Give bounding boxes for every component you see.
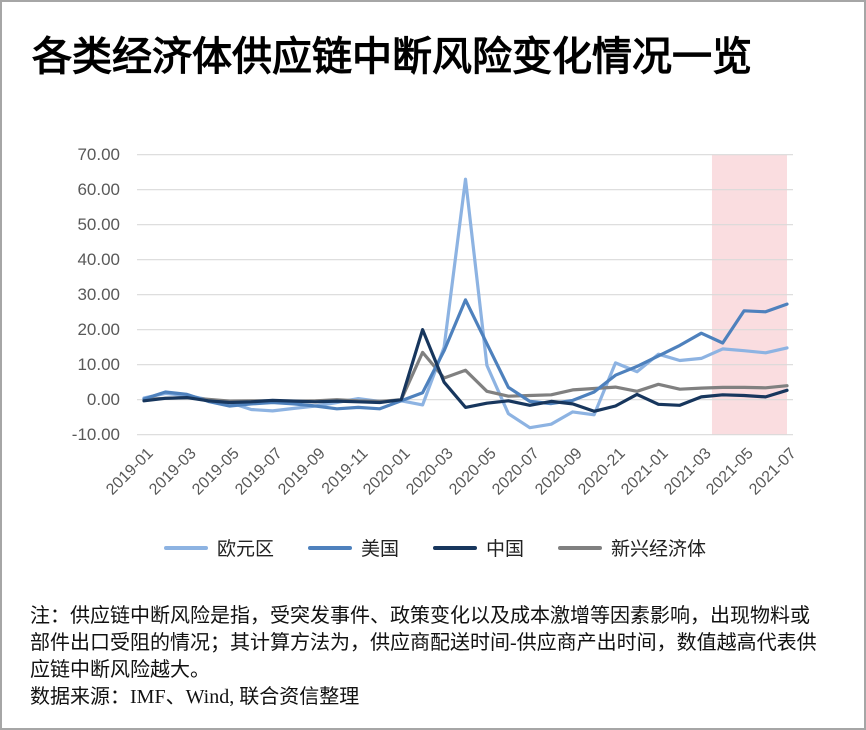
footnote-line: 部件出口受阻的情况；其计算方法为，供应商配送时间-供应商产出时间，数值越高代表供: [30, 632, 817, 654]
x-tick-label: 2020-09: [532, 445, 586, 499]
legend-item-china: 中国: [433, 534, 524, 561]
footnote-line: 应链中断风险越大。: [30, 659, 210, 681]
legend-label: 美国: [360, 539, 399, 560]
china-line-swatch-icon: [433, 545, 477, 550]
x-tick-label: 2020-05: [446, 445, 500, 499]
legend-item-emerging: 新兴经济体: [558, 534, 706, 561]
x-tick-label: 2021-07: [746, 445, 801, 499]
x-tick-label: 2019-01: [103, 445, 158, 499]
x-tick-label: 2020-07: [489, 445, 543, 499]
y-tick-label: 20.00: [77, 319, 120, 339]
y-tick-label: 70.00: [77, 144, 120, 164]
legend-item-eurozone: 欧元区: [163, 534, 274, 561]
x-tick-label: 2020-03: [403, 445, 458, 499]
data-source-line: 数据来源：IMF、Wind, 联合资信整理: [30, 686, 360, 708]
y-tick-label: 50.00: [77, 214, 120, 234]
y-tick-label: 10.00: [77, 354, 120, 374]
chart-legend: 欧元区 美国 中国 新兴经济体: [2, 534, 864, 561]
series-line-新兴经济体: [142, 350, 789, 403]
legend-label: 新兴经济体: [611, 539, 707, 560]
y-tick-label: -10.00: [71, 424, 120, 444]
y-tick-label: 40.00: [77, 249, 120, 269]
footnote: 注：供应链中断风险是指，受突发事件、政策变化以及成本激增等因素影响，出现物料或 …: [30, 603, 850, 711]
legend-label: 中国: [486, 539, 525, 560]
y-tick-label: 0.00: [86, 389, 120, 409]
y-tick-label: 60.00: [77, 179, 120, 199]
emerging-line-swatch-icon: [558, 545, 603, 550]
eurozone-line-swatch-icon: [163, 545, 208, 550]
series-line-欧元区: [142, 177, 789, 430]
usa-line-swatch-icon: [307, 545, 352, 550]
x-tick-label: 2019-05: [189, 445, 243, 499]
chart-title: 各类经济体供应链中断风险变化情况一览: [32, 35, 752, 79]
y-tick-label: 30.00: [77, 284, 120, 304]
series-line-中国: [142, 328, 789, 413]
highlight-band: [711, 154, 787, 435]
series-line-美国: [142, 298, 789, 411]
footnote-line: 注：供应链中断风险是指，受突发事件、政策变化以及成本激增等因素影响，出现物料或: [30, 605, 810, 627]
legend-item-usa: 美国: [307, 534, 399, 561]
x-tick-label: 2019-03: [146, 445, 200, 499]
legend-label: 欧元区: [216, 539, 274, 560]
